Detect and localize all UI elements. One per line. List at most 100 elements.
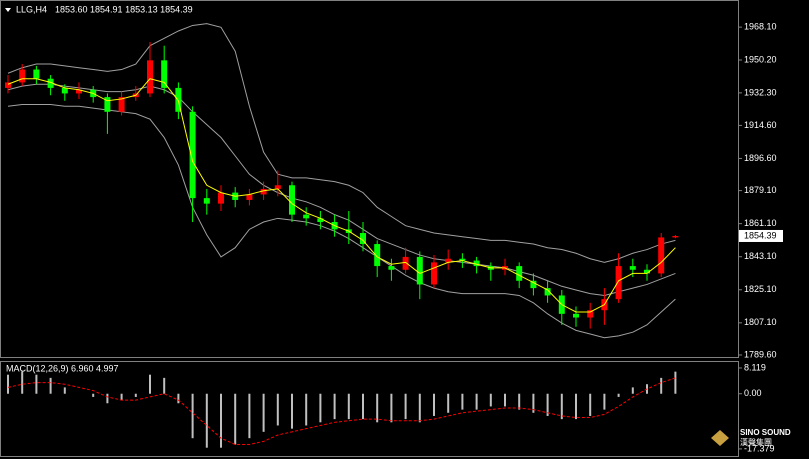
candle-body xyxy=(189,111,196,199)
macd-bar xyxy=(433,393,435,416)
macd-bar xyxy=(333,393,336,420)
macd-bar xyxy=(248,393,251,439)
candle-body xyxy=(402,256,409,270)
macd-bar xyxy=(447,393,450,413)
macd-bar xyxy=(319,393,322,423)
macd-bar xyxy=(504,393,506,407)
candle-body xyxy=(629,266,636,270)
macd-bar xyxy=(92,393,95,397)
macd-label: MACD(12,26,9) 6.960 4.997 xyxy=(6,363,119,373)
macd-bar xyxy=(21,371,24,394)
y-tick-label: 1950.20 xyxy=(744,54,777,64)
y-tick-label: 1861.10 xyxy=(744,218,777,228)
y-tick-label: 1789.60 xyxy=(744,349,777,359)
candle-body xyxy=(19,69,26,83)
macd-bar xyxy=(589,393,592,416)
macd-bar xyxy=(532,393,535,413)
candle-body xyxy=(416,256,423,285)
y-tick-label: 1932.30 xyxy=(744,87,777,97)
candle-body xyxy=(303,214,310,219)
candle-body xyxy=(289,185,295,215)
macd-bar xyxy=(191,393,194,439)
moving-average xyxy=(7,78,676,313)
macd-bar xyxy=(35,374,38,394)
macd-bar xyxy=(49,377,52,394)
logo: SINO SOUND 漢聲集團 xyxy=(711,428,791,447)
band-upper xyxy=(7,23,676,263)
macd-bar xyxy=(120,393,123,401)
menu-arrow[interactable] xyxy=(5,8,11,12)
macd-bar xyxy=(7,374,9,394)
macd-bar xyxy=(404,393,407,420)
macd-bar xyxy=(305,393,308,426)
macd-bar xyxy=(262,393,265,432)
macd-bar xyxy=(546,393,549,416)
candle-body xyxy=(274,185,281,189)
macd-bar xyxy=(674,371,677,394)
y-tick-label: 1807.10 xyxy=(744,317,777,327)
macd-bar xyxy=(418,393,421,423)
candle-body xyxy=(431,262,437,285)
candle-body xyxy=(544,288,551,296)
candle-body xyxy=(147,60,153,94)
macd-bar xyxy=(205,393,208,448)
candle-body xyxy=(445,258,452,263)
candle-body xyxy=(615,266,622,300)
y-tick-label: -17.379 xyxy=(744,443,775,453)
macd-bar xyxy=(362,393,364,420)
candle-body xyxy=(644,269,650,274)
macd-bar xyxy=(461,393,464,410)
last-price: 1854.39 xyxy=(744,230,777,240)
y-tick-label: 1879.10 xyxy=(744,185,777,195)
logo-sub: 漢聲集團 xyxy=(740,437,772,447)
macd-bar xyxy=(390,393,393,423)
macd-bar xyxy=(560,393,563,420)
macd-bar xyxy=(376,393,379,423)
macd-signal xyxy=(7,377,676,446)
candle-body xyxy=(459,258,466,261)
candle-body xyxy=(161,60,168,88)
candle-body xyxy=(573,313,579,318)
macd-bar xyxy=(347,393,350,420)
candle-body xyxy=(246,194,253,200)
candle-body xyxy=(530,280,537,289)
y-tick-label: 1843.10 xyxy=(744,251,777,261)
y-tick-label: 1825.10 xyxy=(744,284,777,294)
macd-bar xyxy=(475,393,478,410)
candle-body xyxy=(374,244,381,267)
candle-body xyxy=(260,188,267,195)
y-tick-label: 0.00 xyxy=(744,388,762,398)
macd-bar xyxy=(234,393,237,445)
macd-bar xyxy=(134,393,137,397)
y-tick-label: 1914.60 xyxy=(744,120,777,130)
candle-body xyxy=(5,82,11,88)
candle-body xyxy=(672,235,679,238)
macd-bar xyxy=(575,393,577,420)
ohlc: 1853.60 1854.91 1853.13 1854.39 xyxy=(55,4,193,14)
main-panel xyxy=(0,0,739,358)
candle-body xyxy=(473,260,480,267)
logo-name: SINO SOUND xyxy=(740,428,791,437)
macd-bar xyxy=(660,377,663,394)
band-middle xyxy=(7,83,676,296)
symbol: LLG,H4 xyxy=(16,4,47,14)
macd-bar xyxy=(617,393,620,397)
candle-body xyxy=(388,266,395,270)
macd-panel xyxy=(0,361,739,457)
macd-bar xyxy=(149,374,151,394)
macd-bar xyxy=(518,393,521,410)
macd-bar xyxy=(63,387,66,394)
macd-bar xyxy=(489,393,492,407)
candle-body xyxy=(47,78,54,88)
macd-bar xyxy=(276,393,279,426)
candle-body xyxy=(175,87,182,112)
macd-bar xyxy=(163,377,166,394)
macd-bar xyxy=(177,393,180,404)
candle-body xyxy=(104,97,111,112)
candle-body xyxy=(33,69,40,79)
candle-body xyxy=(360,233,366,245)
candle-body xyxy=(516,266,523,281)
candle-body xyxy=(218,192,224,204)
